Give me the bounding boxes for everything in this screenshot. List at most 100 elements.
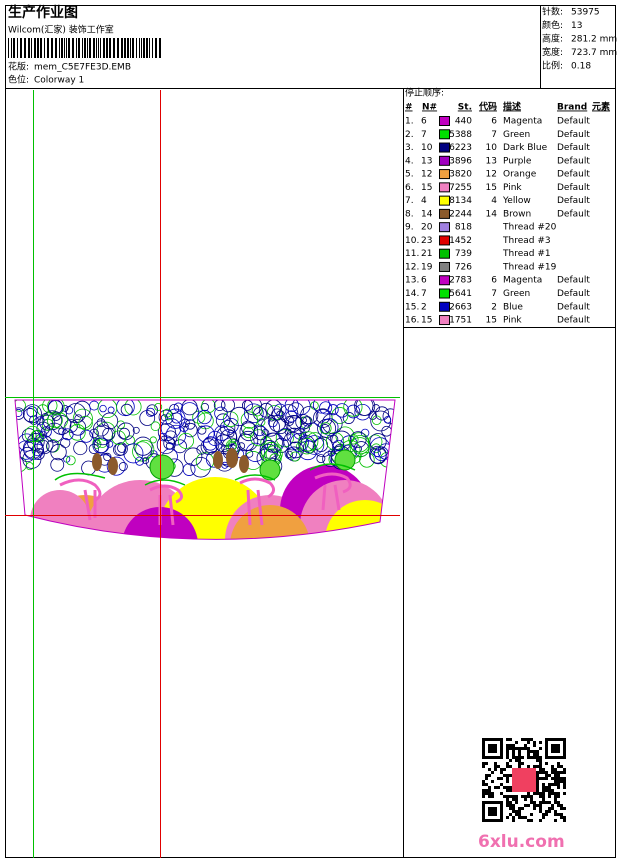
stat-value: 0.18 <box>571 62 591 72</box>
description: Green <box>503 130 530 140</box>
needle: 6 <box>421 117 427 127</box>
swatch <box>439 169 450 180</box>
stop: 4. <box>405 156 414 166</box>
needle: 12 <box>421 170 432 180</box>
needle: 2 <box>421 302 427 312</box>
swatch <box>439 301 450 312</box>
code: 10 <box>486 143 498 153</box>
code: 14 <box>486 209 498 219</box>
stop: 9. <box>405 223 414 233</box>
stop: 3. <box>405 143 414 153</box>
brand: Default <box>557 302 590 312</box>
needle: 23 <box>421 236 432 246</box>
stat-value: 723.7 mm <box>571 48 617 58</box>
swatch <box>439 288 450 299</box>
description: Brown <box>503 209 531 219</box>
stop: 11. <box>405 249 419 259</box>
barcode <box>8 38 161 58</box>
swatch <box>439 195 450 206</box>
stop: 15. <box>405 302 419 312</box>
stitches: 2244 <box>449 209 472 219</box>
stitches: 3820 <box>449 170 472 180</box>
stat-label: 比例: <box>542 60 563 72</box>
colorway: Colorway 1 <box>34 76 84 86</box>
description: Blue <box>503 302 523 312</box>
title: 生产作业图 <box>8 4 78 21</box>
stop: 5. <box>405 170 414 180</box>
stitches: 1452 <box>449 236 472 246</box>
description: Dark Blue <box>503 143 548 153</box>
brand: Default <box>557 183 590 193</box>
stat-label: 高度: <box>542 33 563 45</box>
description: Magenta <box>503 117 542 127</box>
needle: 19 <box>421 262 433 272</box>
table-title: 停止顺序: <box>405 87 444 99</box>
stat-label: 针数: <box>542 6 563 18</box>
design-label: 花版: <box>8 61 29 73</box>
description: Thread #20 <box>502 223 557 233</box>
stat-label: 颜色: <box>542 19 563 31</box>
brand: Default <box>557 156 590 166</box>
stitches: 7255 <box>449 183 472 193</box>
stop: 12. <box>405 262 419 272</box>
column-header: # <box>405 103 413 113</box>
stop: 14. <box>405 289 419 299</box>
code: 15 <box>486 183 497 193</box>
description: Thread #1 <box>502 249 551 259</box>
swatch <box>439 182 450 193</box>
description: Thread #3 <box>502 236 551 246</box>
needle: 20 <box>421 223 433 233</box>
column-header: 描述 <box>503 101 521 113</box>
frame <box>5 5 616 858</box>
code: 12 <box>486 170 497 180</box>
stitches: 3896 <box>449 156 472 166</box>
needle: 14 <box>421 209 433 219</box>
code: 15 <box>486 316 497 326</box>
stitches: 2783 <box>449 276 472 286</box>
needle: 7 <box>421 289 427 299</box>
description: Pink <box>503 316 522 326</box>
company: Wilcom(汇家) 装饰工作室 <box>8 24 114 36</box>
needle: 4 <box>421 196 427 206</box>
brand: Default <box>557 117 590 127</box>
stat-value: 53975 <box>571 8 600 18</box>
stitches: 726 <box>455 262 472 272</box>
swatch <box>439 155 450 166</box>
stitches: 739 <box>455 249 472 259</box>
color-table: 停止顺序: # N# St. 代码 描述 Brand 元素 1. 6 440 6 Magenta Def… <box>405 87 610 326</box>
stop: 1. <box>405 117 414 127</box>
stop: 7. <box>405 196 414 206</box>
stat-value: 13 <box>571 21 582 31</box>
description: Orange <box>503 170 537 180</box>
stat-label: 宽度: <box>542 46 563 58</box>
description: Pink <box>503 183 522 193</box>
description: Purple <box>503 156 532 166</box>
swatch <box>439 248 450 259</box>
code: 7 <box>491 130 497 140</box>
stop: 13. <box>405 276 419 286</box>
brand: Default <box>557 276 590 286</box>
qr-code <box>482 738 566 822</box>
brand: Default <box>557 316 590 326</box>
needle: 10 <box>421 143 433 153</box>
brand: Default <box>557 130 590 140</box>
code: 13 <box>486 156 497 166</box>
code: 6 <box>491 117 497 127</box>
stitches: 818 <box>455 223 472 233</box>
stitches: 2663 <box>449 302 472 312</box>
column-header: St. <box>458 103 472 113</box>
stop: 2. <box>405 130 414 140</box>
stitches: 5641 <box>449 289 472 299</box>
stitches: 440 <box>455 117 472 127</box>
watermark: 6xlu.com <box>478 832 565 852</box>
column-header: Brand <box>557 103 587 113</box>
swatch <box>439 222 450 233</box>
stop: 16. <box>405 316 419 326</box>
code: 6 <box>491 276 497 286</box>
description: Green <box>503 289 530 299</box>
needle: 6 <box>421 276 427 286</box>
swatch <box>439 275 450 286</box>
colorway-label: 色位: <box>8 74 29 86</box>
